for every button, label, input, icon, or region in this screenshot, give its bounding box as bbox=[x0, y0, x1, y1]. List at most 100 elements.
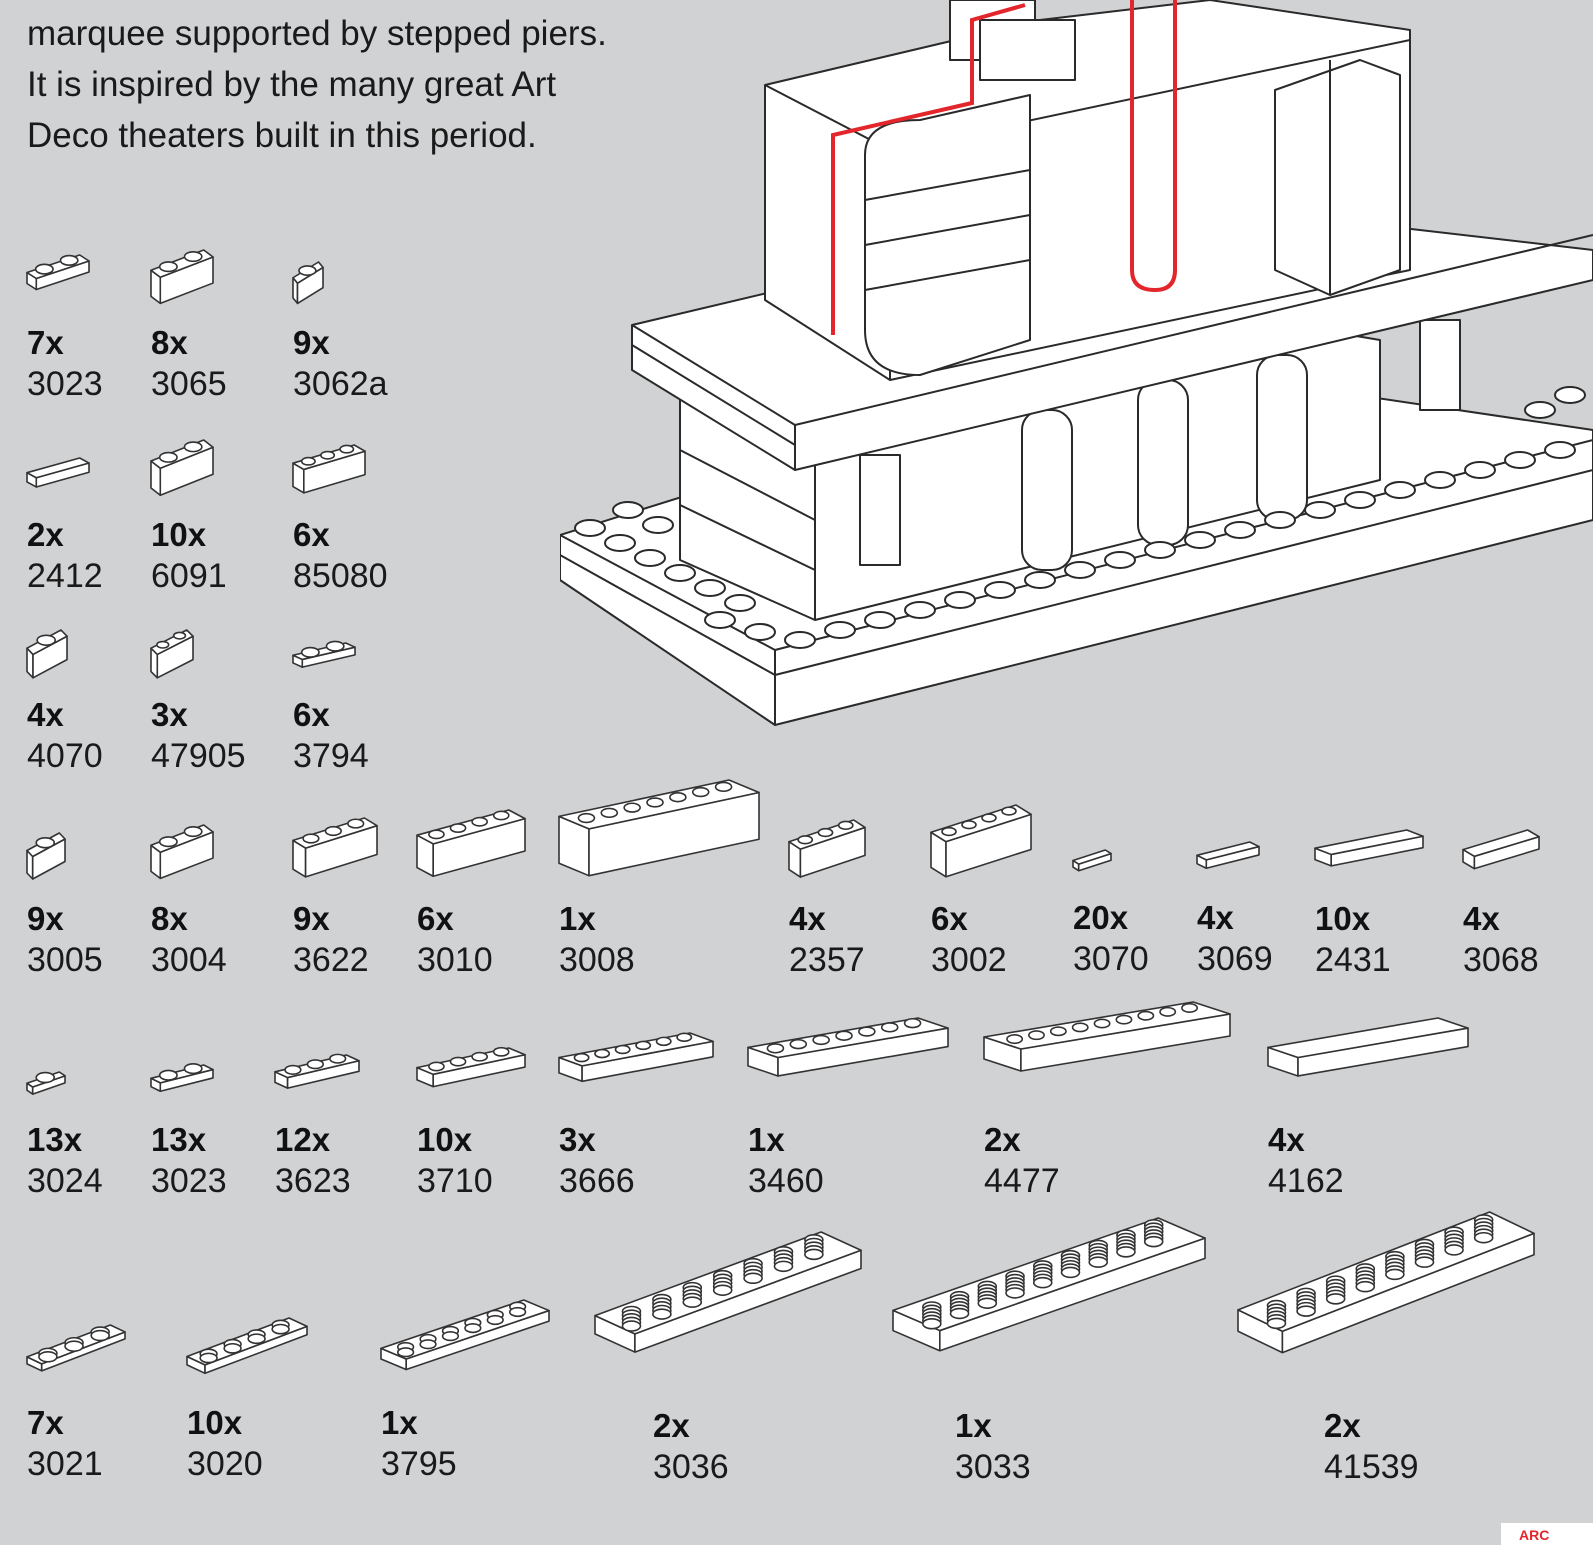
part-number: 3710 bbox=[417, 1162, 493, 1200]
part-number: 2431 bbox=[1315, 941, 1391, 979]
part-number: 3794 bbox=[293, 737, 369, 775]
part-number: 3002 bbox=[931, 941, 1007, 979]
part-quantity: 10x bbox=[187, 1404, 243, 1441]
part-quantity: 8x bbox=[151, 900, 188, 937]
part-number: 3004 bbox=[151, 941, 227, 979]
part-number: 3008 bbox=[559, 941, 635, 979]
part-quantity: 13x bbox=[151, 1121, 207, 1158]
brick-1x2-transparent-icon bbox=[150, 249, 214, 305]
brick-1x2-icon bbox=[150, 824, 214, 880]
part-number: 41539 bbox=[1324, 1448, 1419, 1486]
part-number: 4162 bbox=[1268, 1162, 1344, 1200]
part-number: 3023 bbox=[27, 365, 103, 403]
part-quantity: 6x bbox=[931, 900, 968, 937]
round-brick-1x1-icon bbox=[292, 261, 324, 305]
part-number: 3065 bbox=[151, 365, 227, 403]
part-number: 3062a bbox=[293, 365, 388, 403]
tile-1x4-icon bbox=[1314, 829, 1424, 867]
model-illustration bbox=[560, 0, 1593, 726]
plate-1x8-icon bbox=[747, 1017, 949, 1077]
part-quantity: 1x bbox=[748, 1121, 785, 1158]
headlight-brick-icon bbox=[26, 629, 68, 679]
part-number: 3068 bbox=[1463, 941, 1539, 979]
curved-brick-icon bbox=[150, 439, 214, 497]
corner-tab: ARC bbox=[1501, 1523, 1593, 1545]
part-number: 3623 bbox=[275, 1162, 351, 1200]
part-number: 3622 bbox=[293, 941, 369, 979]
part-quantity: 10x bbox=[151, 516, 207, 553]
round-corner-plate-icon bbox=[292, 444, 366, 494]
part-number: 3795 bbox=[381, 1445, 457, 1483]
part-number: 3460 bbox=[748, 1162, 824, 1200]
grille-tile-icon bbox=[26, 457, 90, 488]
part-quantity: 7x bbox=[27, 324, 64, 361]
brick-1x1-icon bbox=[26, 832, 66, 880]
plate-1x3-icon bbox=[274, 1053, 360, 1089]
intro-text: marquee supported by stepped piers. It i… bbox=[27, 8, 607, 161]
part-quantity: 4x bbox=[1463, 900, 1500, 937]
part-number: 3033 bbox=[955, 1448, 1031, 1486]
part-number: 85080 bbox=[293, 557, 388, 595]
part-quantity: 2x bbox=[1324, 1407, 1361, 1444]
plate-2x4-icon bbox=[186, 1317, 308, 1375]
part-quantity: 4x bbox=[1197, 899, 1234, 936]
part-quantity: 3x bbox=[559, 1121, 596, 1158]
plate-1x6-icon bbox=[558, 1032, 714, 1083]
part-number: 3010 bbox=[417, 941, 493, 979]
part-number: 2412 bbox=[27, 557, 103, 595]
part-number: 6091 bbox=[151, 557, 227, 595]
part-quantity: 6x bbox=[293, 696, 330, 733]
part-number: 4477 bbox=[984, 1162, 1060, 1200]
plate-1x4-icon bbox=[416, 1046, 526, 1088]
part-quantity: 10x bbox=[417, 1121, 473, 1158]
plate-6x10-icon bbox=[892, 1217, 1206, 1352]
part-quantity: 2x bbox=[984, 1121, 1021, 1158]
part-number: 3021 bbox=[27, 1445, 103, 1483]
part-quantity: 4x bbox=[789, 900, 826, 937]
part-quantity: 3x bbox=[151, 696, 188, 733]
part-quantity: 9x bbox=[293, 324, 330, 361]
part-quantity: 9x bbox=[27, 900, 64, 937]
brick-2x3-icon bbox=[930, 804, 1032, 878]
part-quantity: 20x bbox=[1073, 899, 1129, 936]
plate-6x8-icon bbox=[594, 1231, 862, 1353]
part-number: 3070 bbox=[1073, 940, 1149, 978]
plate-8x8-icon bbox=[1237, 1211, 1535, 1354]
part-quantity: 13x bbox=[27, 1121, 83, 1158]
corner-brick-icon bbox=[788, 819, 866, 878]
tile-1x1-icon bbox=[1072, 849, 1112, 872]
part-quantity: 10x bbox=[1315, 900, 1371, 937]
part-quantity: 4x bbox=[1268, 1121, 1305, 1158]
part-quantity: 1x bbox=[381, 1404, 418, 1441]
part-quantity: 2x bbox=[653, 1407, 690, 1444]
part-number: 3005 bbox=[27, 941, 103, 979]
intro-line: Deco theaters built in this period. bbox=[27, 116, 537, 155]
plate-1x2-icon bbox=[26, 254, 90, 291]
intro-line: marquee supported by stepped piers. bbox=[27, 14, 607, 53]
brick-1x4-icon bbox=[416, 809, 526, 878]
brick-1x3-icon bbox=[292, 817, 378, 878]
tile-2x2-icon bbox=[1462, 829, 1540, 870]
part-number: 3020 bbox=[187, 1445, 263, 1483]
part-number: 3069 bbox=[1197, 940, 1273, 978]
part-quantity: 6x bbox=[417, 900, 454, 937]
plate-1x10-icon bbox=[983, 1001, 1231, 1072]
part-quantity: 1x bbox=[955, 1407, 992, 1444]
part-quantity: 12x bbox=[275, 1121, 331, 1158]
part-number: 3024 bbox=[27, 1162, 103, 1200]
part-quantity: 4x bbox=[27, 696, 64, 733]
plate-1x2-icon bbox=[150, 1063, 214, 1093]
part-quantity: 8x bbox=[151, 324, 188, 361]
part-quantity: 1x bbox=[559, 900, 596, 937]
jumper-plate-icon bbox=[292, 640, 356, 668]
part-quantity: 6x bbox=[293, 516, 330, 553]
part-number: 2357 bbox=[789, 941, 865, 979]
part-number: 3023 bbox=[151, 1162, 227, 1200]
side-stud-brick-icon bbox=[150, 629, 194, 679]
part-quantity: 2x bbox=[27, 516, 64, 553]
part-quantity: 7x bbox=[27, 1404, 64, 1441]
tile-1x2-icon bbox=[1196, 841, 1260, 870]
plate-2x3-icon bbox=[26, 1324, 126, 1372]
brick-1x8-icon bbox=[558, 779, 760, 877]
intro-line: It is inspired by the many great Art bbox=[27, 65, 557, 104]
